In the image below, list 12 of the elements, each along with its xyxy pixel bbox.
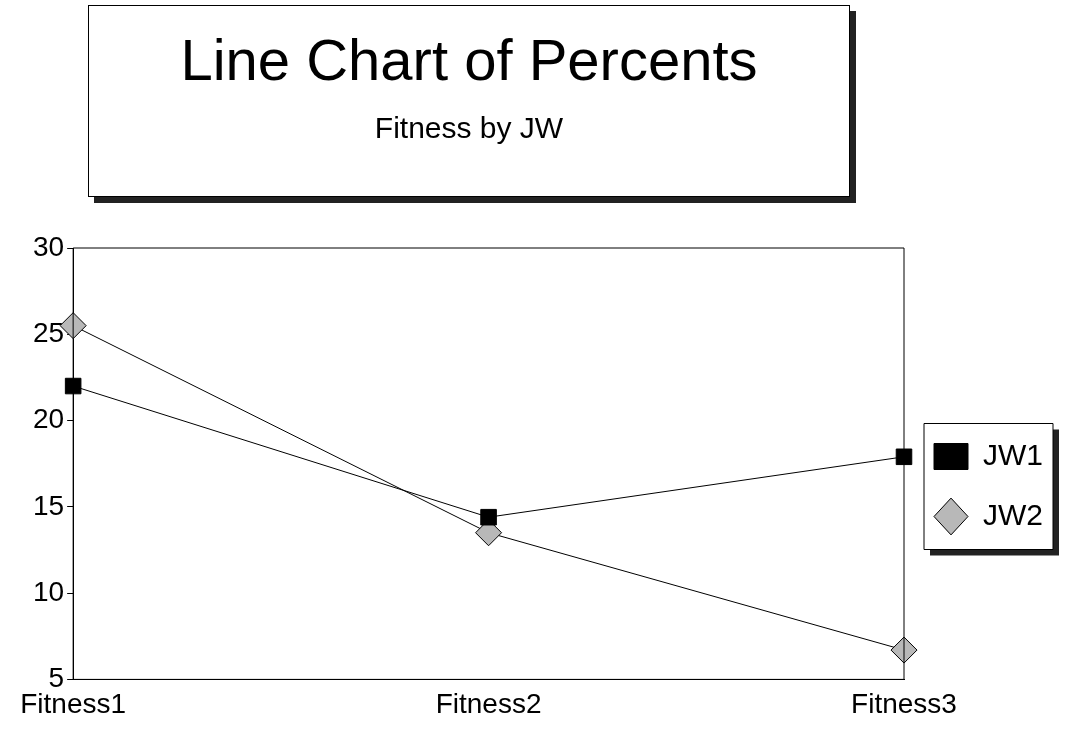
y-tick-label: 20 [32, 403, 65, 435]
y-tick-label: 30 [32, 230, 65, 262]
x-tick-label: Fitness2 [435, 687, 542, 719]
legend-label: JW1 [983, 437, 1043, 471]
legend-label: JW2 [983, 497, 1043, 531]
y-tick-label: 10 [32, 575, 65, 607]
y-tick-label: 25 [32, 317, 65, 348]
point [480, 508, 497, 526]
x-tick-label: Fitness3 [851, 687, 957, 719]
chart-subtitle: Fitness by JW [373, 111, 565, 145]
y-tick-label: 15 [32, 489, 65, 521]
chart-title: Line Chart of Percents [179, 26, 759, 93]
